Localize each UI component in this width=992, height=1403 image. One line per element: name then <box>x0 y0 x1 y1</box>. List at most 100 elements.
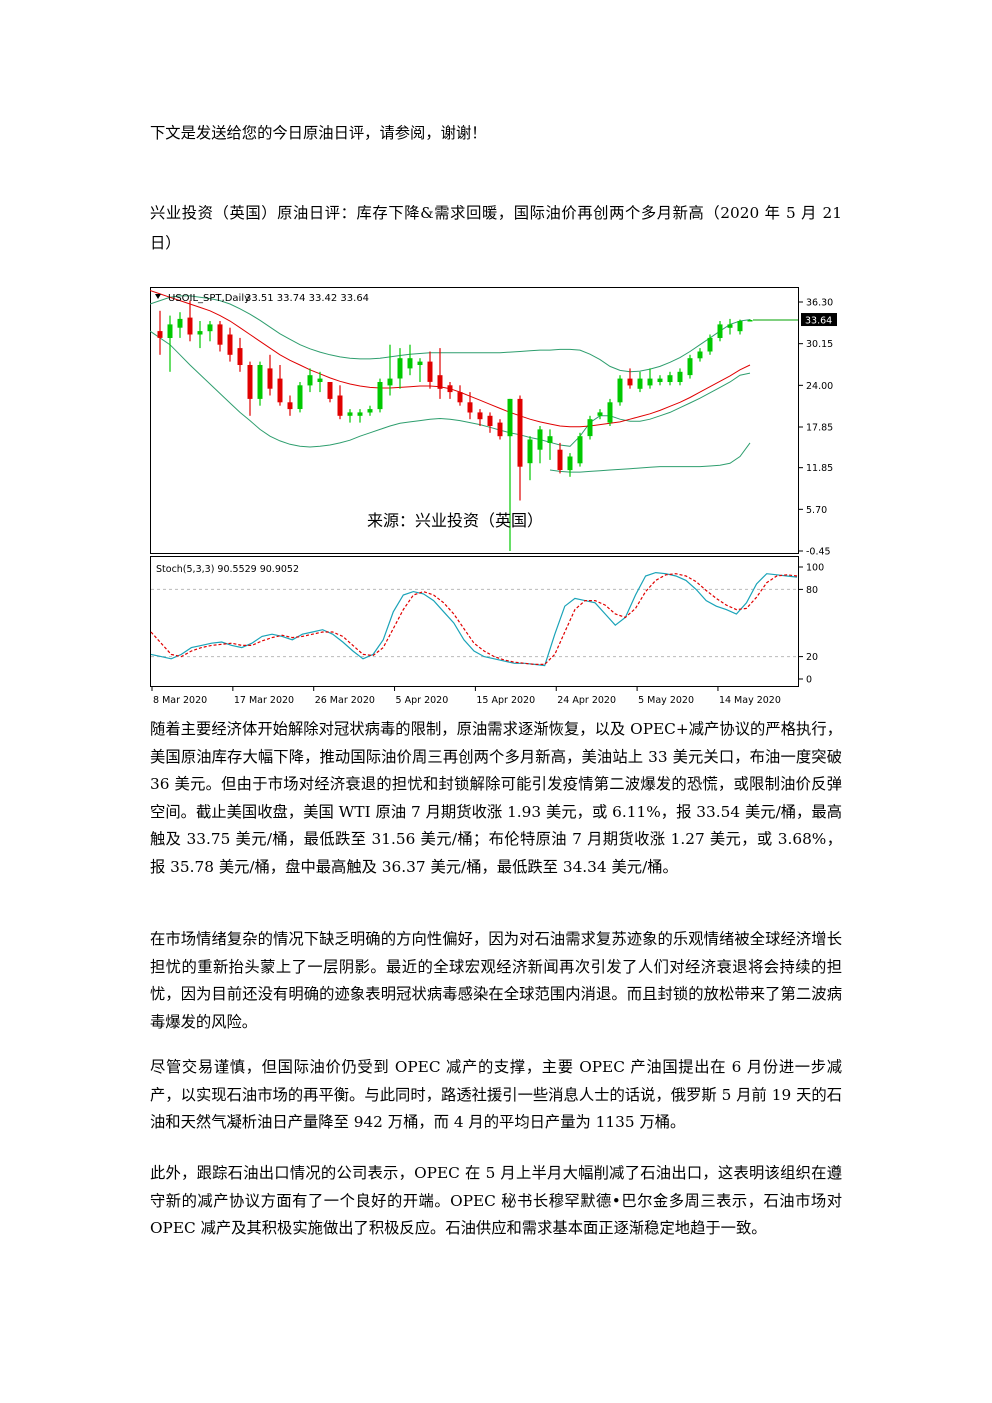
candle-body <box>687 358 693 376</box>
candle-body <box>197 331 203 335</box>
candle <box>337 385 343 420</box>
candle-body <box>347 412 353 416</box>
chart-watermark: 来源：兴业投资（英国） <box>367 511 543 530</box>
candle-body <box>497 422 503 437</box>
lower-band-line <box>150 330 751 448</box>
candle <box>537 426 543 464</box>
candle <box>477 409 483 426</box>
candle <box>267 354 273 396</box>
candle <box>197 321 203 349</box>
candle-body <box>277 378 283 403</box>
x-axis-label: 24 Apr 2020 <box>557 695 616 706</box>
candle <box>607 398 613 426</box>
candle-body <box>337 395 343 416</box>
candle-body <box>707 337 713 352</box>
candle-body <box>577 436 583 464</box>
x-axis-label: 26 Mar 2020 <box>315 695 375 706</box>
candle <box>387 344 393 396</box>
candle-body <box>437 375 443 389</box>
candle <box>247 361 253 416</box>
candle <box>177 312 183 338</box>
candle <box>307 368 313 393</box>
candle <box>187 300 193 342</box>
candle <box>707 334 713 355</box>
candle-body <box>717 324 723 338</box>
stoch-main-line <box>150 571 798 667</box>
candle <box>257 361 263 406</box>
candle-body <box>697 351 703 359</box>
paragraph-2: 在市场情绪复杂的情况下缺乏明确的方向性偏好，因为对石油需求复苏迹象的乐观情绪被全… <box>150 930 842 1031</box>
candle <box>167 315 173 372</box>
candle-body <box>547 436 553 443</box>
candle-body <box>647 378 653 386</box>
candle-body <box>307 375 313 386</box>
candle-body <box>267 368 273 389</box>
candle-body <box>237 348 243 365</box>
paragraph-3: 尽管交易谨慎，但国际油价仍受到 OPEC 减产的支撑，主要 OPEC 产油国提出… <box>150 1058 842 1131</box>
candle <box>207 321 213 342</box>
candle-body <box>667 375 673 382</box>
candle-body <box>457 392 463 403</box>
candle-body <box>567 456 573 471</box>
price-axis-label: -0.45 <box>806 547 831 558</box>
candle <box>377 378 383 413</box>
report-title: 兴业投资（英国）原油日评：库存下降&需求回暖，国际油价再创两个多月新高（2020… <box>150 204 842 252</box>
candle-body <box>727 324 733 328</box>
x-axis-label: 17 Mar 2020 <box>234 695 294 706</box>
candle <box>677 368 683 386</box>
paragraph-1: 随着主要经济体开始解除对冠状病毒的限制，原油需求逐渐恢复，以及 OPEC+减产协… <box>150 720 842 876</box>
candle-body <box>487 415 493 426</box>
candle <box>617 375 623 406</box>
candle-body <box>507 398 513 437</box>
candle-body <box>637 378 643 389</box>
candle-body <box>327 382 333 399</box>
x-axis-label: 15 Apr 2020 <box>476 695 535 706</box>
candle <box>647 368 653 389</box>
candle <box>597 409 603 420</box>
candle <box>447 382 453 399</box>
ohlc-header: 33.51 33.74 33.42 33.64 <box>245 293 369 304</box>
candle-body <box>357 412 363 416</box>
candle-body <box>627 378 633 386</box>
candle <box>427 351 433 389</box>
candle-body <box>297 385 303 409</box>
candle <box>737 319 743 335</box>
candle-body <box>617 378 623 403</box>
candle <box>527 436 533 481</box>
candle <box>437 348 443 399</box>
candle <box>497 419 503 440</box>
price-axis-label: 17.85 <box>806 423 833 434</box>
candle <box>357 409 363 423</box>
candle <box>467 392 473 420</box>
candle-body <box>387 378 393 386</box>
candle-body <box>587 419 593 437</box>
price-axis-label: 24.00 <box>806 381 833 392</box>
price-panel <box>150 287 799 554</box>
candle <box>687 354 693 379</box>
candle-body <box>657 378 663 382</box>
candle <box>487 412 493 433</box>
candle-body <box>477 412 483 420</box>
candle <box>227 327 233 362</box>
candle <box>637 371 643 393</box>
candle-body <box>527 439 533 464</box>
paragraph-4: 此外，跟踪石油出口情况的公司表示，OPEC 在 5 月上半月大幅削减了石油出口，… <box>150 1164 842 1237</box>
candle-body <box>517 398 523 467</box>
lower-band-2-line <box>549 442 751 473</box>
candle <box>717 321 723 342</box>
price-axis-label: 5.70 <box>806 505 827 516</box>
candle-body <box>397 358 403 379</box>
candle <box>657 375 663 386</box>
stoch-axis-label: 80 <box>806 585 818 596</box>
price-axis-label: 30.15 <box>806 339 833 350</box>
candle-body <box>317 378 323 382</box>
candle-body <box>287 402 293 410</box>
candle-body <box>407 358 413 369</box>
candle <box>587 415 593 440</box>
candle <box>747 319 753 322</box>
candle <box>297 382 303 413</box>
x-axis-label: 5 Apr 2020 <box>396 695 449 706</box>
candle <box>547 429 553 460</box>
candle-body <box>467 402 473 413</box>
candle <box>217 321 223 352</box>
